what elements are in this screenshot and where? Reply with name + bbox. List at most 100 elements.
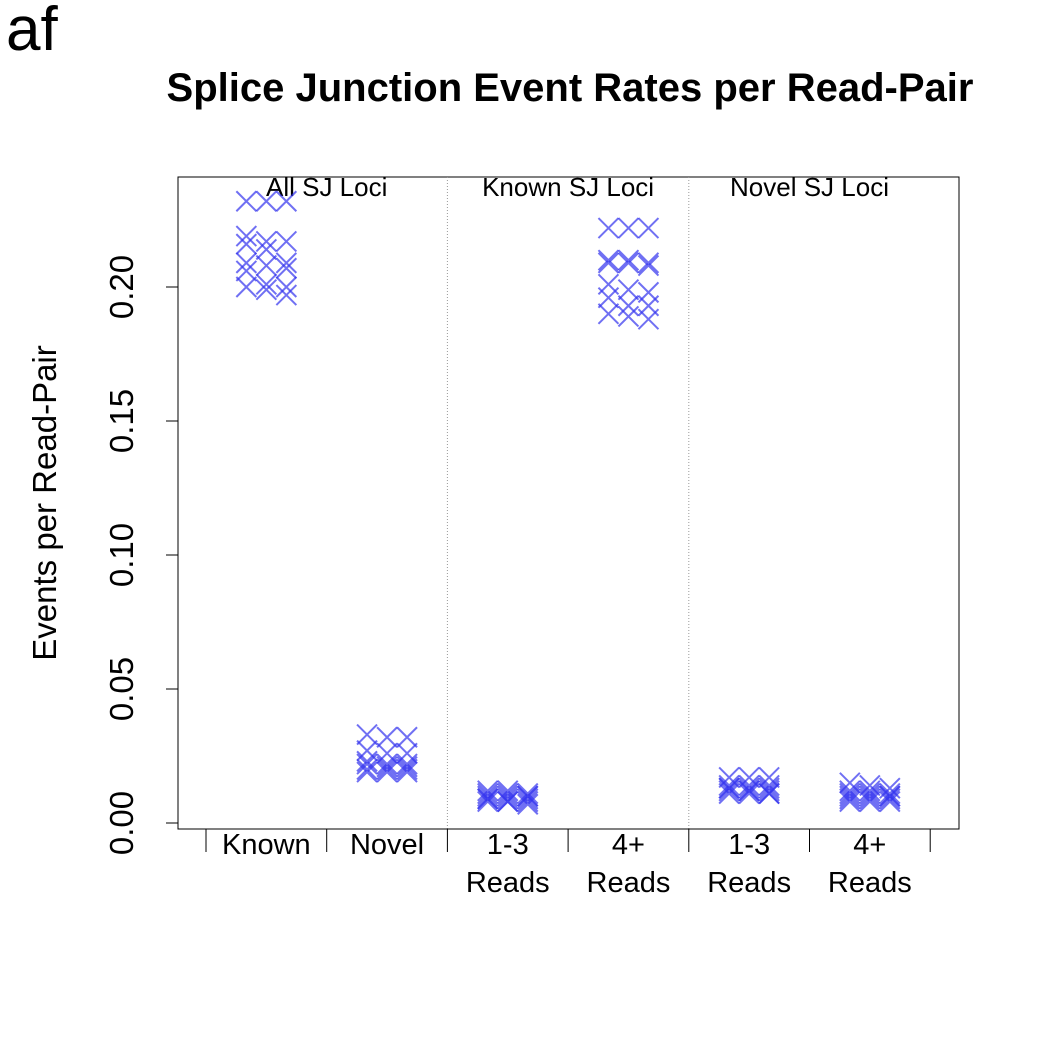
data-point — [396, 726, 418, 748]
data-point — [879, 790, 901, 813]
data-point — [758, 774, 780, 797]
group-labels: All SJ Loci Known SJ Loci Novel SJ Loci — [266, 172, 889, 202]
data-point — [597, 303, 620, 325]
data-point — [718, 774, 740, 797]
data-point — [597, 252, 620, 274]
data-point — [617, 305, 640, 328]
x-tick-label: 4+ — [612, 829, 645, 861]
data-point — [617, 249, 640, 271]
x-tick-label: Reads — [466, 867, 550, 899]
data-point — [597, 249, 620, 271]
data-point — [477, 790, 499, 813]
data-point — [396, 756, 418, 778]
data-points — [235, 190, 901, 815]
data-point — [275, 252, 298, 274]
data-point — [758, 782, 780, 805]
x-tick-label: 1-3 — [487, 829, 529, 861]
data-point — [235, 260, 258, 282]
data-point — [738, 782, 760, 805]
y-tick-label: 0.00 — [103, 791, 140, 855]
data-point — [597, 217, 620, 239]
data-point — [738, 774, 760, 797]
data-point — [839, 782, 861, 805]
data-point — [617, 295, 640, 317]
x-axis: Known Novel 1-3 Reads 4+ Reads 1-3 Reads 4+ Reads — [205, 828, 931, 899]
data-point — [718, 777, 740, 799]
x-tick-label: Reads — [828, 867, 912, 899]
data-point — [255, 238, 278, 261]
x-tick-label: Reads — [587, 867, 671, 899]
data-point — [859, 788, 881, 810]
data-point — [356, 750, 378, 773]
data-point — [477, 785, 499, 807]
group-label: Known SJ Loci — [482, 172, 654, 202]
data-point — [275, 230, 298, 253]
data-point — [859, 782, 881, 805]
data-point — [497, 782, 519, 805]
data-point — [637, 308, 660, 330]
data-point — [517, 785, 539, 807]
data-point — [376, 758, 398, 781]
x-tick-label: Novel — [350, 829, 424, 861]
data-point — [356, 753, 378, 775]
data-point — [376, 761, 398, 783]
data-point — [275, 276, 298, 298]
plot-frame — [177, 176, 960, 830]
data-point — [356, 723, 378, 746]
group-separators — [446, 177, 690, 829]
data-point — [255, 254, 278, 277]
data-point — [275, 257, 298, 279]
data-point — [235, 190, 258, 212]
data-point — [758, 780, 780, 802]
data-point — [517, 790, 539, 813]
y-axis: 0.00 0.05 0.10 0.15 0.20 — [103, 255, 179, 855]
data-point — [617, 217, 640, 239]
data-point — [396, 758, 418, 781]
data-point — [235, 225, 258, 247]
data-point — [839, 790, 861, 813]
data-point — [376, 753, 398, 775]
data-point — [859, 785, 881, 807]
data-point — [517, 788, 539, 810]
data-point — [879, 788, 901, 810]
y-tick-label: 0.10 — [103, 523, 140, 587]
x-tick-label: 4+ — [853, 829, 886, 861]
panel-label: af — [6, 0, 58, 64]
data-point — [859, 780, 881, 802]
data-point — [497, 790, 519, 813]
data-point — [275, 190, 298, 212]
data-point — [738, 777, 760, 799]
data-point — [396, 761, 418, 783]
y-tick-label: 0.15 — [103, 389, 140, 453]
data-point — [738, 780, 760, 802]
data-point — [497, 788, 519, 810]
data-point — [637, 254, 660, 277]
data-point — [637, 252, 660, 274]
data-point — [235, 252, 258, 274]
data-point — [255, 230, 278, 253]
data-point — [255, 273, 278, 296]
data-point — [376, 726, 398, 748]
data-point — [356, 761, 378, 783]
x-tick-label: Reads — [707, 867, 791, 899]
data-point — [376, 756, 398, 778]
group-label: All SJ Loci — [266, 172, 387, 202]
data-point — [356, 758, 378, 781]
data-point — [879, 785, 901, 807]
y-tick-label: 0.20 — [103, 255, 140, 319]
data-point — [255, 190, 278, 212]
data-point — [477, 782, 499, 805]
y-tick-label: 0.05 — [103, 657, 140, 721]
data-point — [718, 780, 740, 802]
data-point — [758, 777, 780, 799]
data-point — [235, 233, 258, 255]
data-point — [517, 782, 539, 805]
data-point — [839, 780, 861, 802]
data-point — [839, 785, 861, 807]
y-axis-label: Events per Read-Pair — [26, 345, 63, 660]
data-point — [597, 287, 620, 309]
data-point — [477, 780, 499, 802]
group-label: Novel SJ Loci — [730, 172, 889, 202]
data-point — [617, 278, 640, 301]
